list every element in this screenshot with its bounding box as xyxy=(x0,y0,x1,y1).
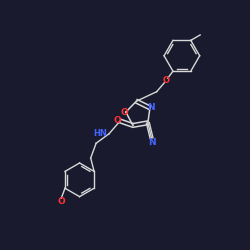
Text: O: O xyxy=(162,76,170,85)
Text: N: N xyxy=(147,103,155,112)
Text: O: O xyxy=(58,197,65,206)
Text: HN: HN xyxy=(93,129,107,138)
Text: O: O xyxy=(113,116,121,126)
Text: N: N xyxy=(148,138,156,147)
Text: O: O xyxy=(121,108,128,116)
